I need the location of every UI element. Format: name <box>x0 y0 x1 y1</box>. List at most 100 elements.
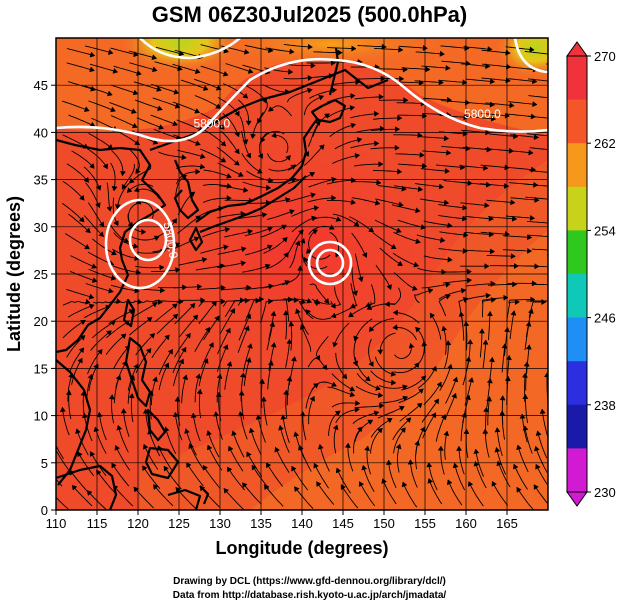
streamline-arrow <box>105 330 112 336</box>
streamline <box>239 411 248 440</box>
streamline-arrow <box>522 425 529 431</box>
streamline-arrow <box>220 157 227 163</box>
streamline <box>68 213 91 234</box>
streamline-arrow <box>332 424 339 431</box>
streamline <box>480 231 510 235</box>
streamline-arrow <box>314 120 321 126</box>
streamline-arrow <box>306 87 313 94</box>
streamline <box>155 218 177 238</box>
streamline-arrow <box>486 310 493 317</box>
streamline-arrow <box>443 430 450 437</box>
streamline-arrow <box>65 389 72 396</box>
streamline <box>268 164 296 172</box>
streamline-arrow <box>242 93 249 99</box>
streamline-arrow <box>85 298 91 305</box>
streamline <box>90 330 112 351</box>
streamline-arrow <box>299 324 306 330</box>
streamline <box>429 312 442 340</box>
streamline <box>241 130 251 159</box>
streamline <box>442 279 472 284</box>
streamline <box>285 339 291 368</box>
streamline <box>331 402 360 408</box>
streamline <box>263 237 288 254</box>
streamline-arrow <box>486 146 492 153</box>
streamline <box>327 179 356 185</box>
streamline <box>332 213 360 227</box>
streamline <box>378 68 408 71</box>
streamline-arrow <box>297 265 304 271</box>
streamline-arrow <box>413 261 420 268</box>
streamline <box>480 112 510 117</box>
streamline-arrow <box>255 297 261 304</box>
streamline <box>148 429 161 457</box>
streamline <box>351 267 357 296</box>
streamline-arrow <box>330 59 336 66</box>
streamline-arrow <box>554 148 559 153</box>
streamline-arrow <box>126 187 133 193</box>
streamline-arrow <box>245 152 251 159</box>
streamline <box>66 163 90 183</box>
streamline-arrow <box>397 260 403 266</box>
streamline-arrow <box>288 68 294 75</box>
streamline <box>482 299 496 318</box>
streamline <box>312 216 342 222</box>
y-tick-label: 25 <box>34 267 48 282</box>
streamline <box>246 451 263 477</box>
streamline-arrow <box>216 373 223 380</box>
streamline <box>283 43 313 48</box>
streamline <box>202 128 227 147</box>
streamline <box>257 97 268 124</box>
streamline <box>266 321 274 351</box>
streamline-arrow <box>350 122 357 129</box>
streamline-arrow <box>330 312 337 319</box>
streamline <box>237 325 249 353</box>
streamline <box>217 262 246 268</box>
streamline <box>368 338 374 367</box>
streamline <box>375 198 404 206</box>
streamline <box>535 446 548 473</box>
streamline <box>83 166 101 191</box>
streamline-arrow <box>108 394 115 400</box>
streamline <box>307 357 328 370</box>
streamline-arrow <box>509 102 515 109</box>
streamline-arrow <box>374 140 380 147</box>
streamline <box>373 170 402 173</box>
colorbar-label: 270 <box>594 49 616 64</box>
streamline-arrow <box>88 293 95 300</box>
streamline <box>217 327 231 355</box>
streamline-arrow <box>466 277 473 284</box>
streamline <box>267 178 297 184</box>
streamline-arrow <box>112 67 119 74</box>
streamline <box>554 343 557 372</box>
streamline-arrow <box>159 264 165 271</box>
streamline <box>87 349 103 375</box>
streamline-arrow <box>465 394 471 401</box>
streamline <box>436 164 465 169</box>
streamline-arrow <box>525 321 532 327</box>
streamline <box>350 142 379 149</box>
streamline <box>510 197 540 201</box>
y-tick-label: 20 <box>34 314 48 329</box>
streamline <box>228 445 244 472</box>
streamline-arrow <box>71 484 78 491</box>
streamline <box>92 320 116 339</box>
streamline-arrow <box>554 343 559 348</box>
streamline <box>135 265 165 269</box>
streamline <box>488 311 491 341</box>
streamline-arrow <box>375 385 381 391</box>
streamline-arrow <box>310 192 316 199</box>
streamline-arrow <box>361 252 368 258</box>
streamline <box>268 105 292 117</box>
streamline-arrow <box>271 132 277 139</box>
streamline <box>216 146 240 166</box>
colorbar-frame <box>566 55 588 493</box>
contour-north-cap-b <box>513 38 548 74</box>
streamline <box>113 232 139 248</box>
streamline-arrow <box>120 408 127 414</box>
streamline-arrow <box>111 462 117 469</box>
streamline-arrow <box>234 131 240 138</box>
streamline <box>121 163 135 190</box>
streamline-arrow <box>354 406 360 413</box>
streamline-arrow <box>257 153 263 159</box>
streamline <box>409 459 418 488</box>
